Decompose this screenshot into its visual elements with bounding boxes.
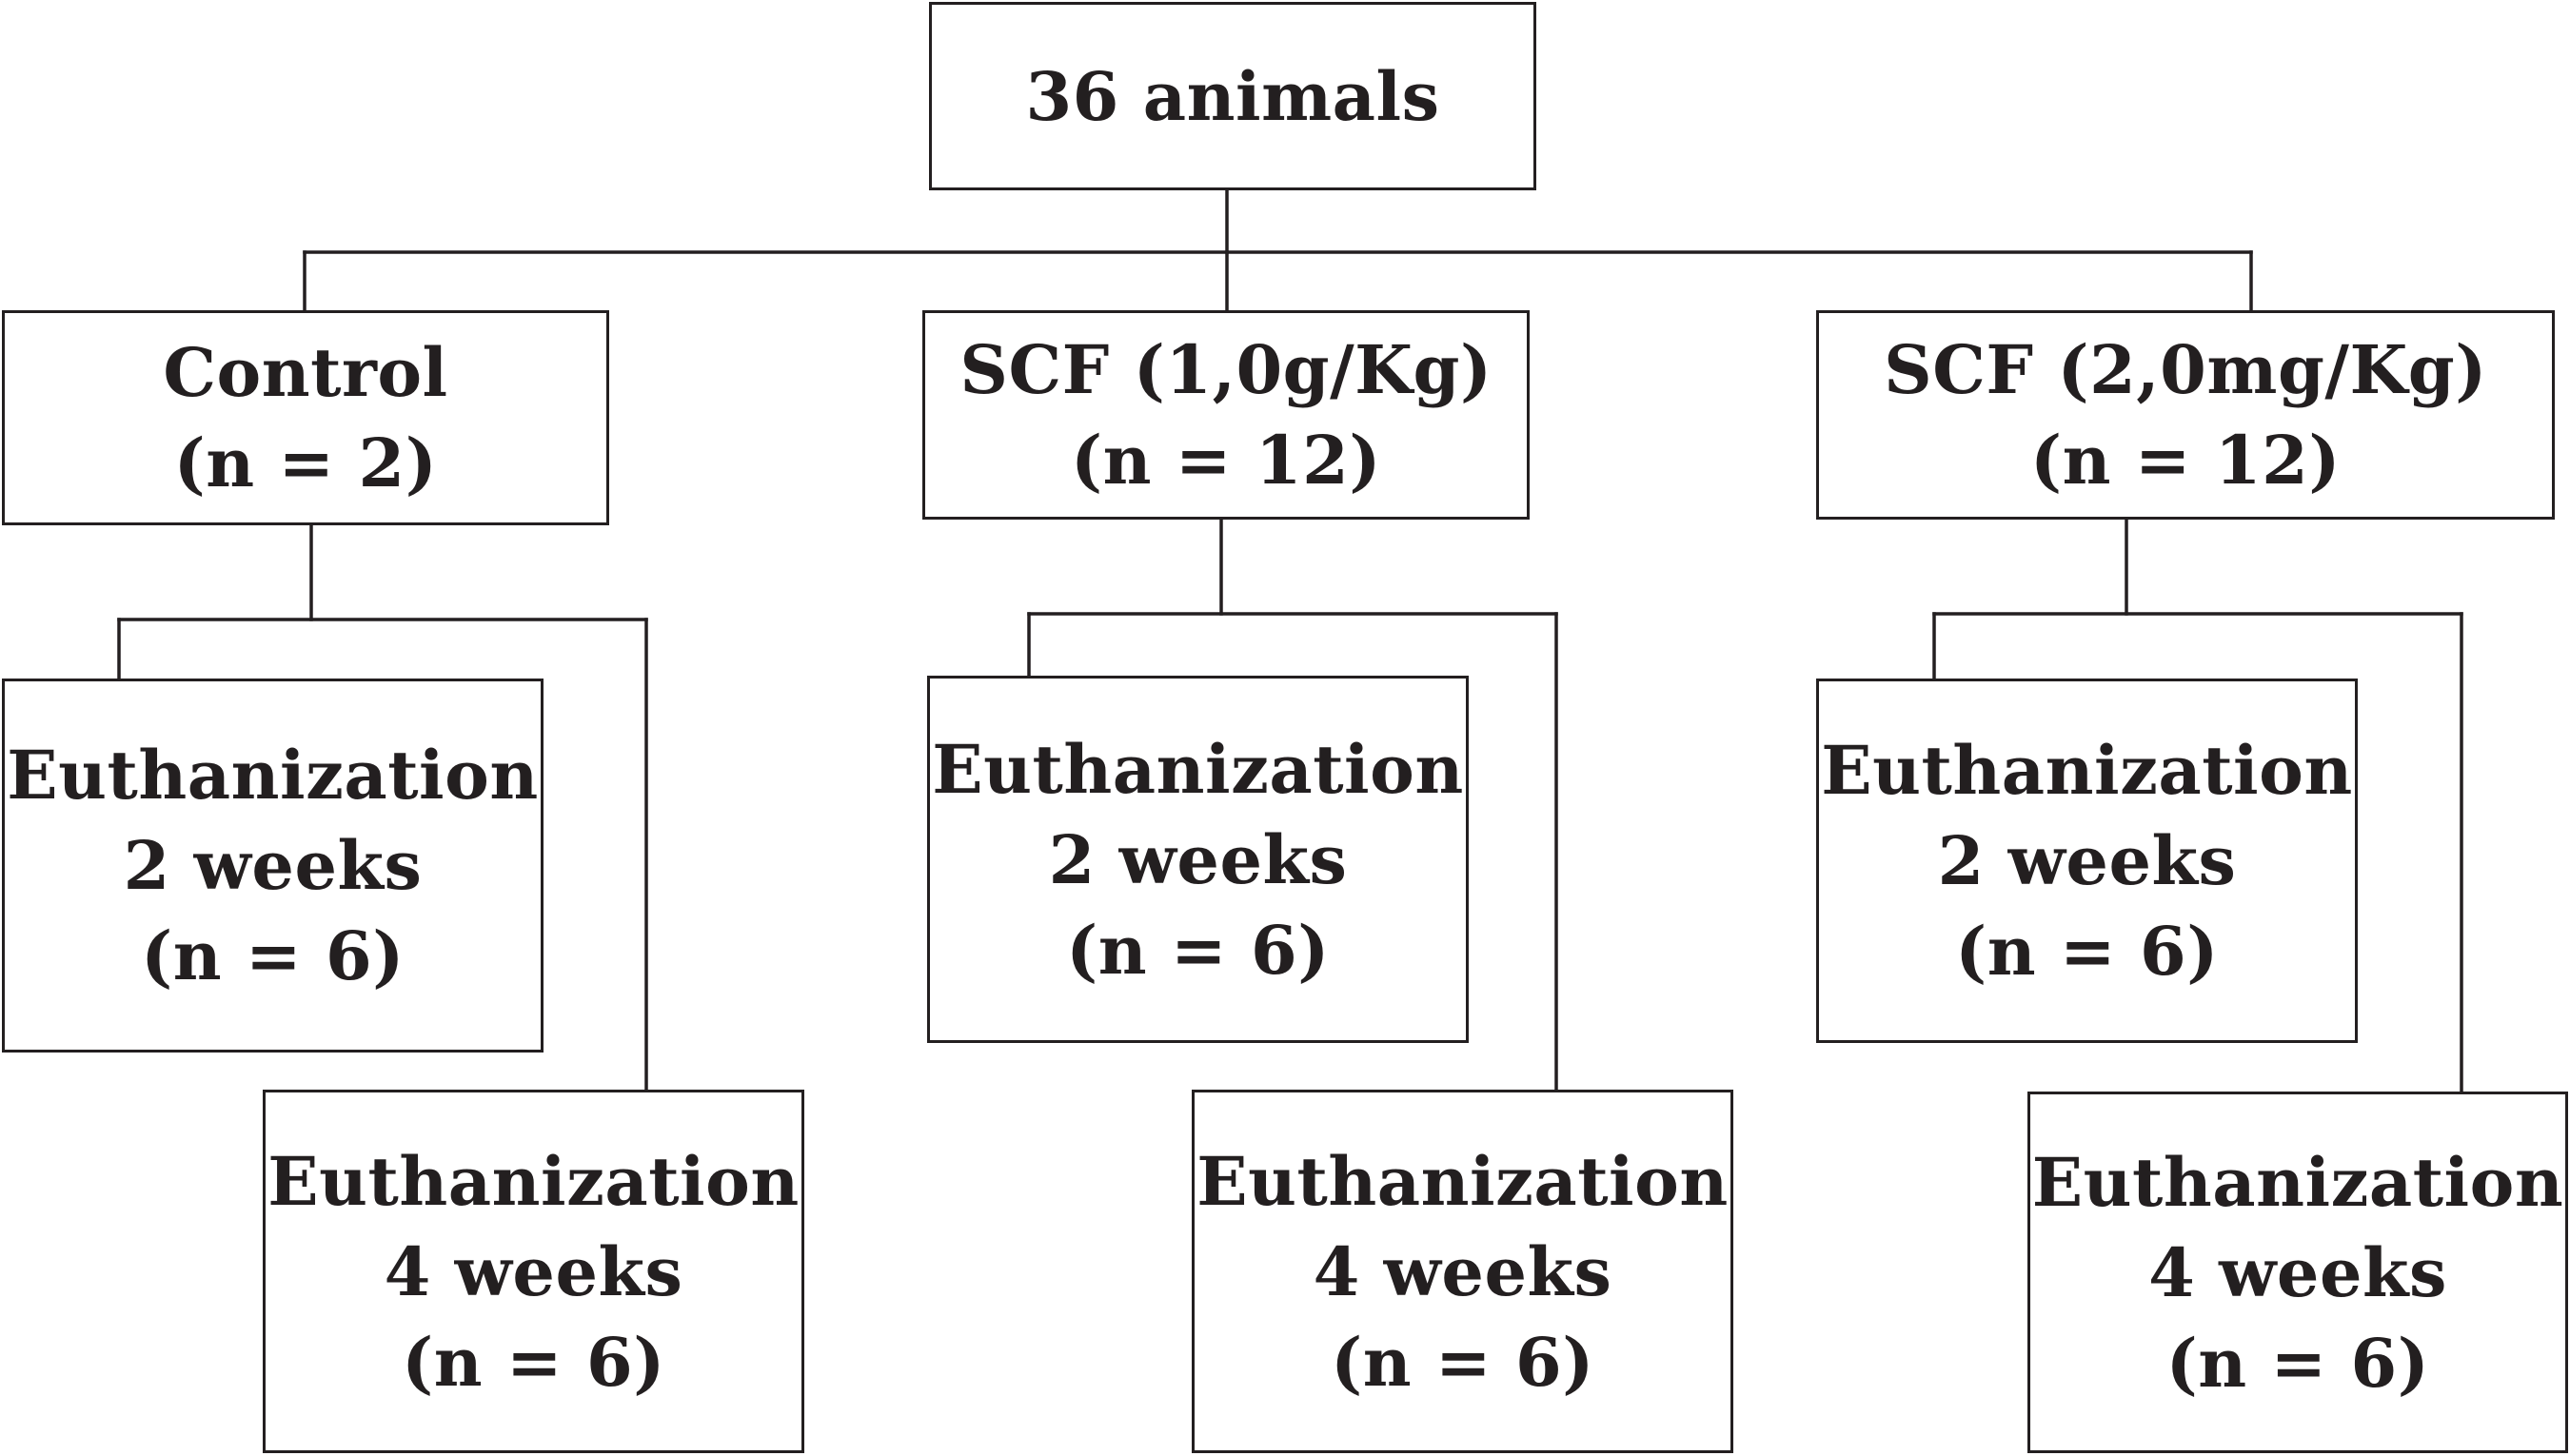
branch-line-1: Euthanization (2031, 1142, 2564, 1222)
branch-line-3: (n = 6) (2165, 1323, 2430, 1403)
group-node-scf-1-0: SCF (1,0g/Kg) (n = 12) (922, 310, 1530, 520)
group-node-control: Control (n = 2) (2, 310, 609, 525)
control-euthanization-2-weeks-node: Euthanization 2 weeks (n = 6) (2, 679, 544, 1053)
branch-line-3: (n = 6) (1955, 912, 2219, 991)
scf-2-0-euthanization-2-weeks-node: Euthanization 2 weeks (n = 6) (1816, 679, 2358, 1043)
scf-1-0-euthanization-2-weeks-node: Euthanization 2 weeks (n = 6) (927, 676, 1469, 1043)
branch-line-2: 4 weeks (384, 1231, 683, 1311)
group-name: Control (163, 333, 448, 412)
control-euthanization-4-weeks-node: Euthanization 4 weeks (n = 6) (263, 1090, 804, 1453)
group-name: SCF (2,0mg/Kg) (1884, 330, 2487, 409)
group-count: (n = 2) (173, 423, 438, 502)
branch-line-1: Euthanization (267, 1141, 800, 1221)
branch-line-2: 4 weeks (1313, 1231, 1612, 1311)
group-node-scf-2-0: SCF (2,0mg/Kg) (n = 12) (1816, 310, 2555, 520)
branch-line-3: (n = 6) (141, 916, 405, 995)
branch-line-1: Euthanization (932, 729, 1464, 809)
group-count: (n = 12) (2030, 421, 2341, 500)
branch-line-1: Euthanization (1821, 731, 2353, 810)
branch-line-3: (n = 6) (1331, 1322, 1594, 1402)
group-count: (n = 12) (1071, 421, 1381, 500)
branch-line-2: 2 weeks (123, 826, 423, 905)
branch-line-3: (n = 6) (1066, 910, 1330, 990)
branch-line-1: Euthanization (7, 736, 539, 815)
group-name: SCF (1,0g/Kg) (959, 330, 1493, 409)
scf-2-0-euthanization-4-weeks-node: Euthanization 4 weeks (n = 6) (2027, 1092, 2568, 1453)
scf-1-0-euthanization-4-weeks-node: Euthanization 4 weeks (n = 6) (1192, 1090, 1733, 1453)
branch-line-2: 4 weeks (2148, 1232, 2447, 1312)
root-label: 36 animals (1025, 56, 1440, 136)
root-node: 36 animals (929, 2, 1536, 190)
branch-line-1: Euthanization (1196, 1141, 1729, 1221)
branch-line-2: 2 weeks (1937, 821, 2237, 900)
branch-line-3: (n = 6) (402, 1322, 665, 1402)
branch-line-2: 2 weeks (1048, 819, 1348, 899)
